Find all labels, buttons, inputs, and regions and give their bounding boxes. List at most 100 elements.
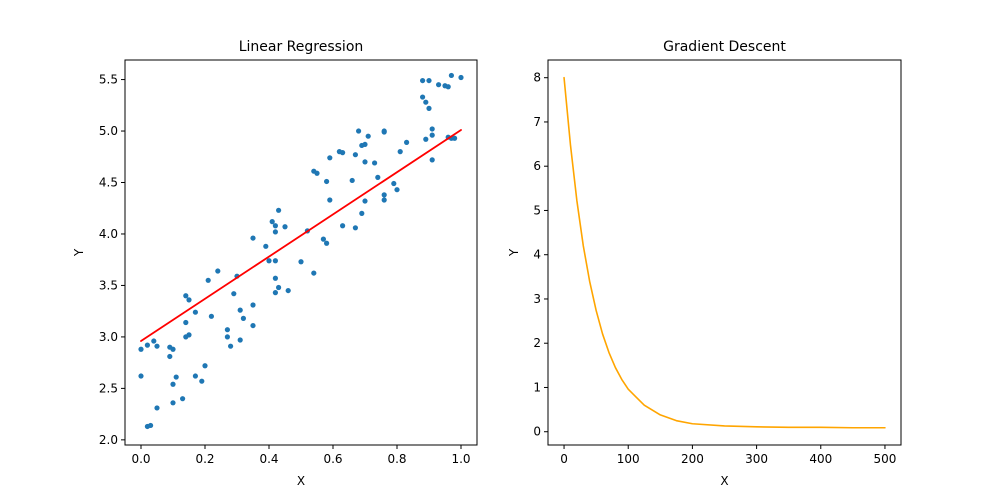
gradient-descent-chart: 0 100 200 300 400 500 0 1 2 3 4 5 6 7 8 Gradient Descen… (507, 39, 902, 488)
scatter-point (404, 139, 410, 145)
scatter-point (429, 132, 435, 138)
scatter-point (375, 174, 381, 180)
plot-area (563, 76, 886, 429)
scatter-point (263, 243, 269, 249)
scatter-point (170, 346, 176, 352)
scatter-point (420, 77, 426, 84)
loss-curve (563, 76, 886, 429)
axes-frame (547, 59, 902, 446)
x-tick-label: 0.0 (131, 452, 150, 466)
x-tick-label: 0.2 (195, 452, 214, 466)
scatter-point (269, 219, 275, 225)
y-tick-label: 2 (533, 336, 541, 350)
scatter-point (285, 287, 291, 294)
scatter-point (183, 293, 189, 299)
scatter-point (452, 135, 458, 141)
scatter-point (282, 224, 288, 230)
scatter-point (327, 197, 333, 203)
y-tick-label: 7 (533, 115, 541, 129)
scatter-point (224, 327, 230, 333)
scatter-point (144, 342, 150, 348)
scatter-point (381, 192, 387, 198)
scatter-point (224, 334, 230, 340)
scatter-point (420, 94, 426, 100)
x-tick-label: 0.8 (387, 452, 406, 466)
scatter-point (237, 337, 243, 343)
scatter-point (250, 235, 256, 241)
y-tick-label: 0 (533, 425, 541, 439)
scatter-point (324, 178, 330, 185)
scatter-point (324, 240, 330, 246)
y-tick-label: 6 (533, 159, 541, 173)
scatter-point (151, 338, 157, 344)
scatter-point (352, 225, 358, 231)
y-tick-label: 4.0 (99, 227, 118, 241)
scatter-point (327, 155, 333, 161)
plot-area (138, 72, 464, 430)
scatter-point (320, 236, 326, 242)
scatter-point (340, 223, 346, 229)
x-axis-label: X (297, 474, 305, 488)
scatter-point (272, 290, 278, 296)
scatter-point (183, 319, 189, 326)
y-tick-label: 5.5 (99, 73, 118, 87)
scatter-point (349, 177, 355, 184)
y-tick-label: 3 (533, 292, 541, 306)
scatter-point (192, 309, 198, 315)
scatter-point (202, 363, 208, 369)
x-tick-label: 300 (745, 452, 768, 466)
scatter-point (429, 157, 435, 163)
scatter-point (205, 277, 211, 283)
scatter-point (148, 422, 154, 429)
scatter-point (240, 315, 246, 321)
scatter-point (298, 259, 304, 265)
scatter-point (381, 128, 387, 134)
scatter-point (231, 291, 237, 297)
scatter-point (186, 297, 192, 303)
regression-line (140, 129, 462, 342)
x-tick-label: 0.4 (259, 452, 278, 466)
y-tick-label: 8 (533, 71, 541, 85)
scatter-point (154, 343, 160, 349)
scatter-point (314, 170, 320, 176)
x-tick-label: 200 (681, 452, 704, 466)
y-tick-label: 3.0 (99, 330, 118, 344)
scatter-point (173, 374, 179, 380)
scatter-point (228, 343, 234, 349)
chart-title: Linear Regression (239, 39, 364, 55)
x-axis-label: X (720, 474, 728, 488)
scatter-point (272, 223, 278, 229)
scatter-point (352, 152, 358, 158)
scatter-point (397, 149, 403, 155)
scatter-point (250, 302, 256, 308)
x-tick-label: 500 (874, 452, 897, 466)
scatter-point (276, 284, 282, 291)
scatter-point (365, 133, 371, 139)
x-tick-label: 100 (617, 452, 640, 466)
scatter-point (362, 198, 368, 204)
scatter-point (167, 353, 173, 360)
x-tick-label: 1.0 (451, 452, 470, 466)
scatter-point (429, 126, 435, 132)
scatter-point (154, 405, 160, 411)
scatter-point (266, 258, 272, 264)
x-tick-label: 400 (809, 452, 832, 466)
scatter-point (186, 332, 192, 338)
scatter-point (381, 197, 387, 203)
chart-title: Gradient Descent (663, 39, 786, 55)
scatter-point (426, 77, 432, 84)
scatter-point (445, 84, 451, 90)
scatter-point (138, 346, 144, 352)
scatter-point (170, 400, 176, 406)
scatter-point (394, 187, 400, 193)
y-tick-label: 5 (533, 203, 541, 217)
linear-regression-chart: 0.0 0.2 0.4 0.6 0.8 1.0 2.0 2.5 3.0 3.5 4.0 4.5 5.0 5… (72, 39, 478, 488)
scatter-point (215, 268, 221, 274)
scatter-point (272, 275, 278, 281)
scatter-point (311, 270, 317, 276)
scatter-point (340, 150, 346, 156)
y-axis-label: Y (72, 248, 86, 257)
scatter-point (170, 381, 176, 387)
scatter-point (272, 229, 278, 235)
